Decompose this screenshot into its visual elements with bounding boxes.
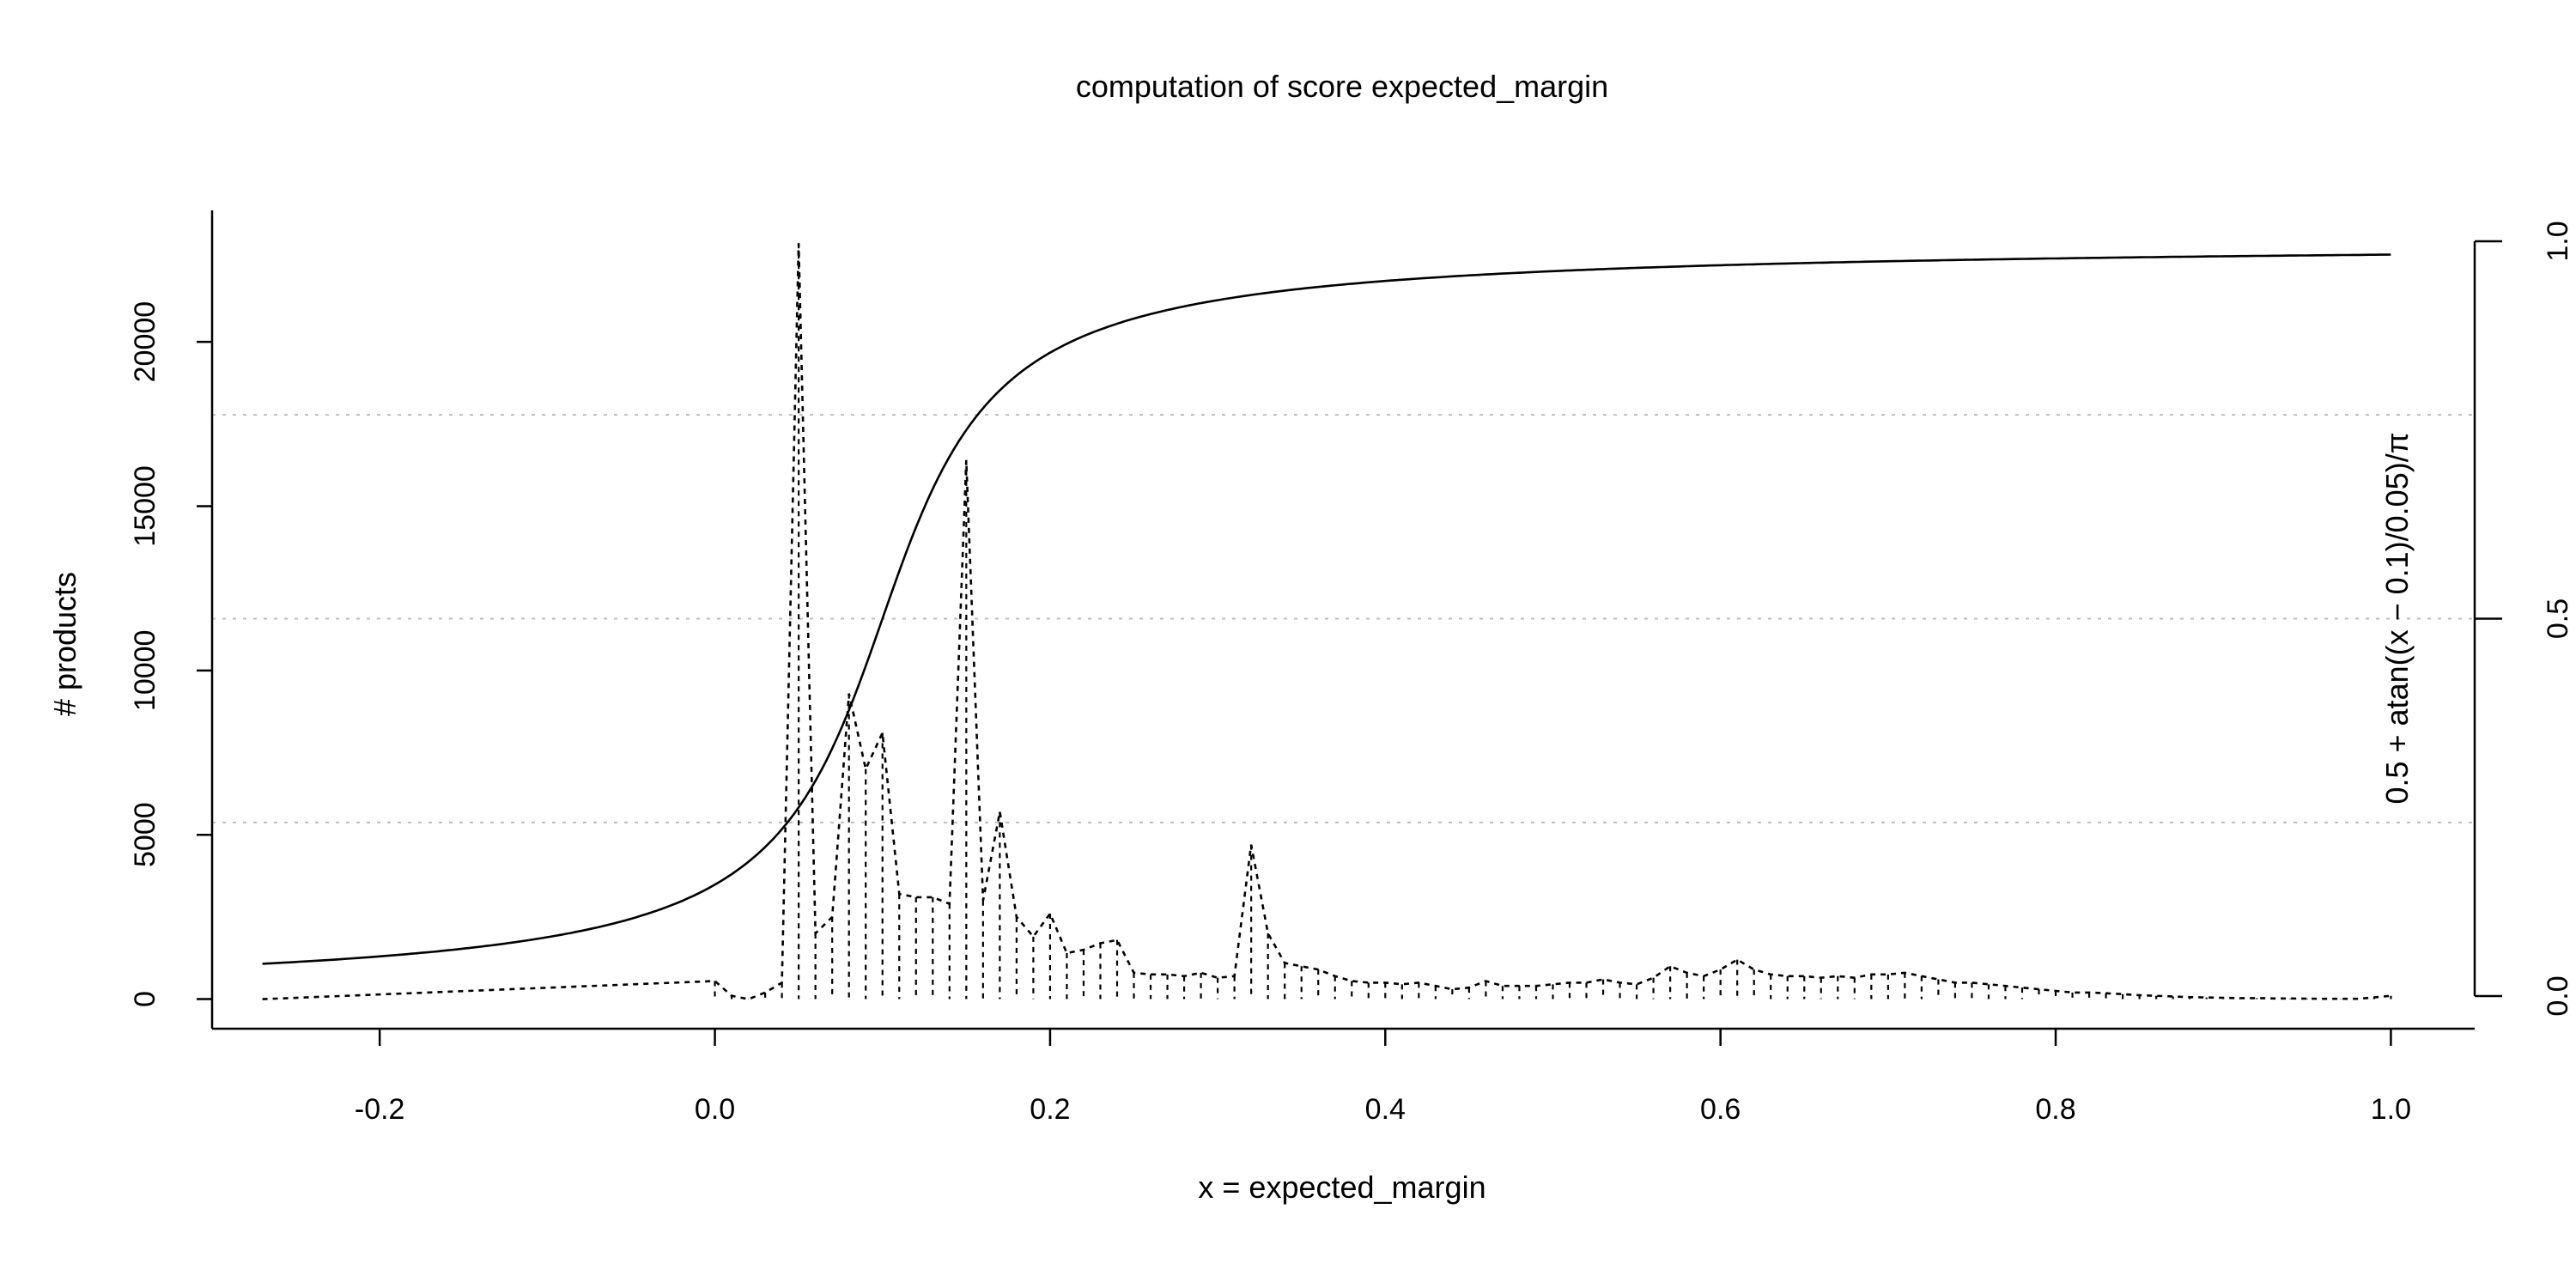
right-y-axis-title: 0.5 + atan((x − 0.1)/0.05)/π	[2379, 432, 2415, 804]
chart-title: computation of score expected_margin	[1076, 69, 1608, 104]
y-tick-label-4: 20000	[129, 301, 161, 383]
x-tick-label-2: 0.2	[1030, 1093, 1070, 1126]
y-axis-title: # products	[47, 572, 82, 716]
x-tick-label-1: 0.0	[695, 1093, 735, 1126]
x-axis-title: x = expected_margin	[1198, 1170, 1485, 1205]
score-layer	[262, 253, 2391, 965]
histogram-layer	[262, 243, 2392, 1000]
y-tick-label-2: 10000	[129, 630, 161, 712]
y-tick-label-3: 15000	[129, 465, 161, 547]
x-tick-label-0: -0.2	[355, 1093, 405, 1126]
left-y-axis: 0 5000 10000 15000 20000	[129, 301, 212, 1007]
x-tick-label-6: 1.0	[2371, 1093, 2411, 1126]
right-y-axis: 0.0 0.5 1.0	[2473, 221, 2574, 1017]
score-curve	[262, 253, 2391, 965]
right-tick-label-2: 1.0	[2542, 221, 2574, 261]
right-tick-label-0: 0.0	[2542, 975, 2574, 1016]
x-tick-label-4: 0.6	[1700, 1093, 1741, 1126]
histogram-line	[262, 243, 2391, 1000]
x-tick-label-3: 0.4	[1365, 1093, 1406, 1126]
right-tick-label-1: 0.5	[2542, 598, 2574, 639]
y-tick-label-1: 5000	[129, 802, 161, 867]
y-tick-label-0: 0	[129, 991, 161, 1007]
grid-layer	[212, 414, 2475, 823]
x-axis: -0.2 0.0 0.2 0.4 0.6 0.8 1.0	[210, 210, 2475, 1126]
x-tick-label-5: 0.8	[2035, 1093, 2075, 1126]
